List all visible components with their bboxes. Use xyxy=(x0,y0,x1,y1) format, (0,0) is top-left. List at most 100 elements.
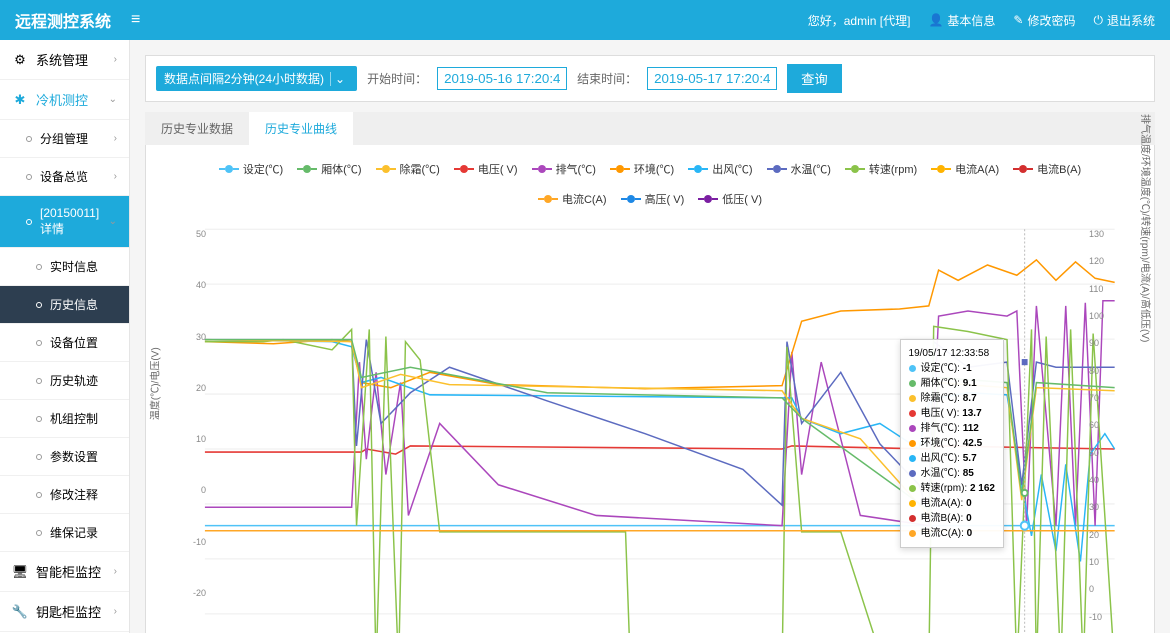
sidebar-item[interactable]: 🖥智能柜监控› xyxy=(0,552,129,592)
user-icon: 👤 xyxy=(928,13,943,27)
y-tick: 0 xyxy=(186,485,206,495)
start-time-input[interactable] xyxy=(437,67,567,90)
chevron-down-icon: ⌄ xyxy=(330,72,349,86)
legend-item[interactable]: 电流A(A) xyxy=(931,161,999,177)
sidebar-item[interactable]: 设备总览› xyxy=(0,158,129,196)
legend-label: 排气(℃) xyxy=(556,161,596,177)
y-tick: 50 xyxy=(1089,448,1114,458)
sidebar-item-label: 设备位置 xyxy=(50,334,117,351)
sidebar-item[interactable]: 机组控制 xyxy=(0,400,129,438)
bullet-icon xyxy=(26,136,32,142)
query-button[interactable]: 查询 xyxy=(787,64,842,93)
chevron-icon: ⌄ xyxy=(109,216,117,227)
sidebar-item-label: 智能柜监控 xyxy=(36,562,114,581)
chevron-icon: ⌄ xyxy=(109,94,117,105)
sidebar-item[interactable]: 参数设置 xyxy=(0,438,129,476)
y-tick: 70 xyxy=(1089,393,1114,403)
bullet-icon xyxy=(36,454,42,460)
tooltip-row: 水温(℃): 85 xyxy=(909,466,995,481)
sidebar-item[interactable]: ⚙系统管理› xyxy=(0,40,129,80)
legend-item[interactable]: 出风(℃) xyxy=(688,161,752,177)
y-tick: 60 xyxy=(1089,420,1114,430)
y-tick: 20 xyxy=(186,383,206,393)
tooltip-row: 电压( V): 13.7 xyxy=(909,406,995,421)
y-tick: 0 xyxy=(1089,584,1114,594)
bullet-icon xyxy=(36,416,42,422)
chart-legend: 设定(℃) 厢体(℃) 除霜(℃) 电压( V) 排气(℃) 环境(℃) 出风(℃) 水温(℃… xyxy=(156,155,1144,213)
legend-label: 电流C(A) xyxy=(562,191,607,207)
sidebar-item[interactable]: 设备位置 xyxy=(0,324,129,362)
sidebar-item[interactable]: 历史信息 xyxy=(0,286,129,324)
tooltip-row: 设定(℃): -1 xyxy=(909,361,995,376)
legend-item[interactable]: 排气(℃) xyxy=(532,161,596,177)
menu-toggle-icon[interactable]: ≡ xyxy=(131,11,140,29)
key-icon: 🔧 xyxy=(12,604,28,620)
sidebar-item-label: 冷机测控 xyxy=(36,90,109,109)
tooltip-row: 除霜(℃): 8.7 xyxy=(909,391,995,406)
y-tick: -10 xyxy=(1089,612,1114,622)
legend-label: 出风(℃) xyxy=(712,161,752,177)
legend-item[interactable]: 电压( V) xyxy=(454,161,518,177)
tab[interactable]: 历史专业曲线 xyxy=(249,112,353,145)
logout-link[interactable]: ⏻退出系统 xyxy=(1093,12,1155,29)
legend-item[interactable]: 电流B(A) xyxy=(1013,161,1081,177)
sidebar-item-label: 设备总览 xyxy=(40,168,114,185)
legend-item[interactable]: 低压( V) xyxy=(698,191,762,207)
app-logo: 远程测控系统 xyxy=(15,8,111,32)
chevron-icon: › xyxy=(114,54,117,65)
bullet-icon xyxy=(36,530,42,536)
bullet-icon xyxy=(36,302,42,308)
sidebar-item[interactable]: 历史轨迹 xyxy=(0,362,129,400)
bullet-icon xyxy=(26,219,32,225)
sidebar-item-label: 维保记录 xyxy=(50,524,117,541)
sidebar-item-label: 实时信息 xyxy=(50,258,117,275)
legend-label: 设定(℃) xyxy=(243,161,283,177)
legend-label: 环境(℃) xyxy=(634,161,674,177)
interval-dropdown[interactable]: 数据点间隔2分钟(24小时数据) ⌄ xyxy=(156,66,357,91)
bullet-icon xyxy=(36,492,42,498)
y-tick: 120 xyxy=(1089,256,1114,266)
sidebar-item-label: [20150011]详情 xyxy=(40,206,109,237)
sidebar-item[interactable]: 分组管理› xyxy=(0,120,129,158)
tooltip-row: 电流C(A): 0 xyxy=(909,526,995,541)
sidebar-item-label: 修改注释 xyxy=(50,486,117,503)
sidebar-item[interactable]: 维保记录 xyxy=(0,514,129,552)
chart-panel: 设定(℃) 厢体(℃) 除霜(℃) 电压( V) 排气(℃) 环境(℃) 出风(℃) 水温(℃… xyxy=(145,145,1155,633)
bullet-icon xyxy=(36,378,42,384)
end-time-input[interactable] xyxy=(647,67,777,90)
sidebar-item[interactable]: ✱ 冷机测控⌄ xyxy=(0,80,129,120)
tooltip-time: 19/05/17 12:33:58 xyxy=(909,346,995,361)
legend-item[interactable]: 高压( V) xyxy=(621,191,685,207)
y-tick: 30 xyxy=(186,332,206,342)
legend-item[interactable]: 环境(℃) xyxy=(610,161,674,177)
filter-toolbar: 数据点间隔2分钟(24小时数据) ⌄ 开始时间： 结束时间： 查询 xyxy=(145,55,1155,102)
sidebar-item[interactable]: 🔧钥匙柜监控› xyxy=(0,592,129,632)
legend-label: 高压( V) xyxy=(645,191,685,207)
sidebar-item-label: 钥匙柜监控 xyxy=(36,602,114,621)
change-password-link[interactable]: ✎修改密码 xyxy=(1013,12,1075,29)
tab[interactable]: 历史专业数据 xyxy=(145,112,249,145)
legend-label: 电流B(A) xyxy=(1037,161,1081,177)
sidebar-item[interactable]: 修改注释 xyxy=(0,476,129,514)
welcome-text: 您好，admin [代理] xyxy=(808,12,911,29)
y-tick: 40 xyxy=(1089,475,1114,485)
snow-icon: ✱ xyxy=(12,92,28,108)
legend-item[interactable]: 设定(℃) xyxy=(219,161,283,177)
chevron-icon: › xyxy=(114,566,117,577)
sidebar-item[interactable]: [20150011]详情⌄ xyxy=(0,196,129,248)
legend-item[interactable]: 转速(rpm) xyxy=(845,161,917,177)
sidebar-item-label: 历史轨迹 xyxy=(50,372,117,389)
legend-item[interactable]: 除霜(℃) xyxy=(376,161,440,177)
basic-info-link[interactable]: 👤基本信息 xyxy=(928,12,995,29)
sidebar: ⚙系统管理›✱冷机测控⌄分组管理›设备总览›[20150011]详情⌄实时信息历… xyxy=(0,40,130,633)
y-tick: 30 xyxy=(1089,502,1114,512)
sidebar-item-label: 系统管理 xyxy=(36,50,114,69)
tooltip-row: 环境(℃): 42.5 xyxy=(909,436,995,451)
legend-label: 厢体(℃) xyxy=(321,161,361,177)
legend-item[interactable]: 水温(℃) xyxy=(767,161,831,177)
legend-item[interactable]: 电流C(A) xyxy=(538,191,607,207)
sidebar-item[interactable]: 实时信息 xyxy=(0,248,129,286)
sidebar-item-label: 参数设置 xyxy=(50,448,117,465)
chevron-icon: › xyxy=(114,133,117,144)
legend-item[interactable]: 厢体(℃) xyxy=(297,161,361,177)
